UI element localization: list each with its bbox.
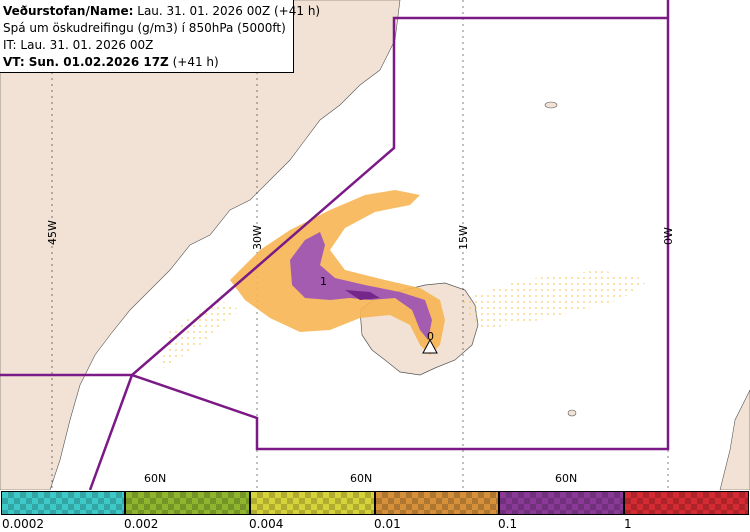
faroe-islands [567, 409, 577, 417]
legend-label-2: 0.004 [249, 517, 284, 531]
concentration-legend: 0.0002 0.002 0.004 0.01 0.1 1 [0, 490, 750, 532]
volcano-label: 0 [427, 330, 434, 343]
latitude-label-60n-1: 60N [144, 472, 166, 485]
ash-dispersion-map: 0 1 45W 30W 15W 0W 60N 60N 60N [0, 0, 750, 490]
valid-time: VT: Sun. 01.02.2026 17Z [3, 55, 169, 69]
ash-cloud-mid [290, 232, 432, 340]
forecast-run: Lau. 31. 01. 2026 00Z (+41 h) [137, 4, 321, 18]
initial-time: IT: Lau. 31. 01. 2026 00Z [3, 38, 154, 52]
volcano-warning-icon [422, 338, 438, 354]
legend-swatch-5 [624, 491, 749, 515]
norway-coast [719, 389, 750, 490]
longitude-label-15w: 15W [457, 225, 470, 250]
legend-label-0: 0.0002 [2, 517, 44, 531]
legend-swatch-4 [499, 491, 624, 515]
ash-cloud-low [230, 190, 445, 355]
legend-swatch-2 [250, 491, 375, 515]
legend-label-4: 0.1 [498, 517, 518, 531]
legend-swatch-1 [125, 491, 250, 515]
latitude-label-60n-3: 60N [555, 472, 577, 485]
latitude-label-60n-2: 60N [350, 472, 372, 485]
greenland-landmass [0, 0, 401, 490]
region-border [0, 0, 670, 490]
legend-label-1: 0.002 [124, 517, 159, 531]
forecast-description: Spá um öskudreifingu (g/m3) í 850hPa (50… [3, 21, 286, 35]
longitude-label-45w: 45W [46, 220, 59, 245]
legend-label-3: 0.01 [374, 517, 401, 531]
forecast-info-box: Veðurstofan/Name: Lau. 31. 01. 2026 00Z … [0, 0, 320, 73]
ash-cloud-scatter [160, 270, 650, 370]
longitude-label-30w: 30W [251, 225, 264, 250]
legend-swatch-3 [375, 491, 499, 515]
jan-mayen-island [544, 101, 558, 109]
legend-label-5: 1 [624, 517, 632, 531]
legend-swatch-0 [1, 491, 125, 515]
longitude-label-0w: 0W [662, 227, 675, 245]
agency-label: Veðurstofan/Name: [3, 4, 134, 18]
lead-time: (+41 h) [172, 55, 219, 69]
ash-cloud-high [345, 290, 380, 300]
contour-label: 1 [320, 275, 327, 288]
